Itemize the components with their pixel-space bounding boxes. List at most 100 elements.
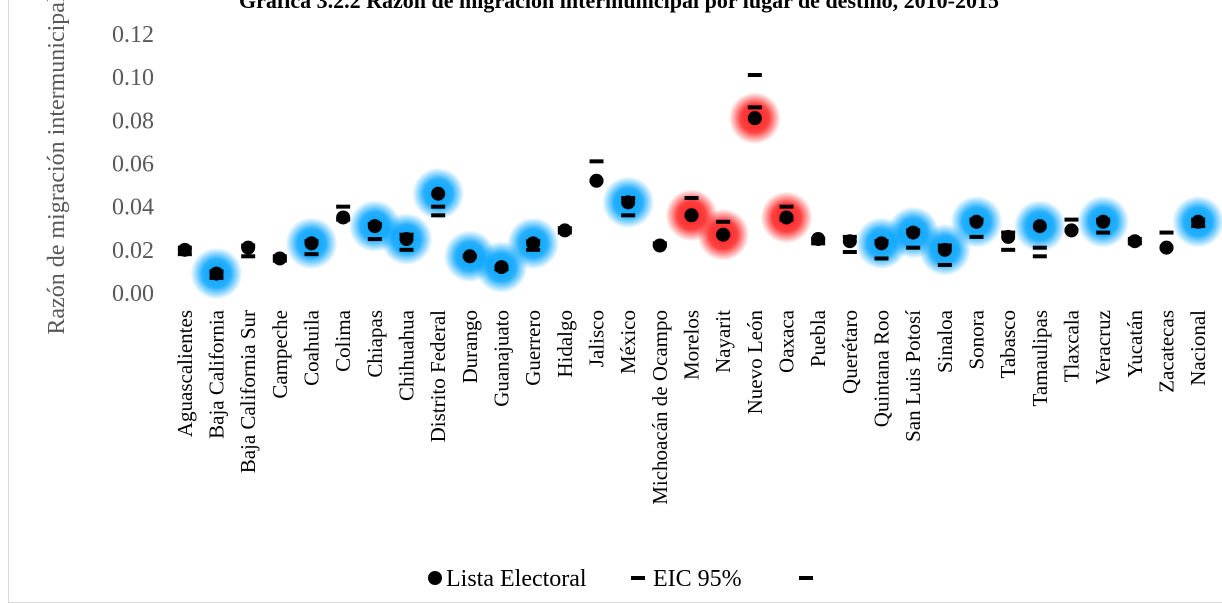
point-tamaulipas: [1032, 219, 1047, 234]
y-tick-label: 0.02: [112, 238, 154, 264]
legend-marker-lista-electoral: [428, 571, 442, 585]
point-sonora: [969, 214, 984, 229]
eic-lower-dash-tabasco: [1001, 247, 1016, 252]
x-tick-label-nuevo-leon: Nuevo León: [743, 310, 767, 415]
x-tick-label-queretaro: Querétaro: [838, 310, 862, 394]
point-nacional: [1191, 214, 1206, 229]
x-tick-label-tlaxcala: Tlaxcala: [1060, 309, 1084, 382]
x-tick-label-guerrero: Guerrero: [521, 310, 545, 386]
point-jalisco: [589, 173, 604, 188]
x-tick-label-sonora: Sonora: [965, 309, 989, 369]
y-axis-ticks: 0.00 0.02 0.04 0.06 0.08 0.10 0.12: [112, 22, 154, 307]
x-tick-label-puebla: Puebla: [806, 309, 830, 367]
point-nayarit: [716, 227, 731, 242]
y-tick-label: 0.04: [112, 195, 154, 221]
x-tick-label-baja-california: Baja California: [205, 309, 229, 439]
y-tick-label: 0.12: [112, 22, 154, 48]
eic-upper-dash-tlaxcala: [1064, 217, 1079, 222]
y-axis-label: Razón de migración intermunicipal: [44, 0, 70, 335]
point-baja-california-sur: [241, 240, 256, 255]
x-tick-label-aguascalientes: Aguascalientes: [173, 310, 197, 437]
point-chihuahua: [399, 232, 414, 247]
point-san-luis-potosi: [906, 225, 921, 240]
point-tabasco: [1001, 229, 1016, 244]
eic-lower-dash-distrito-federal: [431, 213, 446, 218]
eic-lower-dash-quintana-roo: [874, 256, 889, 261]
point-morelos: [684, 208, 699, 223]
point-guanajuato: [494, 260, 509, 275]
x-tick-label-michoacan-de-ocampo: Michoacán de Ocampo: [648, 310, 672, 505]
eic-upper-dash-nayarit: [716, 219, 731, 224]
eic-upper-dash-nuevo-leon: [747, 73, 762, 78]
eic-upper-dash-tamaulipas: [1032, 245, 1047, 250]
eic-lower-dash-sonora: [969, 234, 984, 239]
y-tick-label: 0.10: [112, 65, 154, 91]
eic-lower-dash-coahuila: [304, 252, 319, 257]
x-tick-label-yucatan: Yucatán: [1123, 310, 1147, 378]
x-tick-label-campeche: Campeche: [268, 310, 292, 399]
x-tick-label-distrito-federal: Distrito Federal: [426, 310, 450, 443]
point-queretaro: [842, 234, 857, 249]
point-puebla: [811, 232, 826, 247]
legend: Lista Electoral EIC 95%: [428, 566, 813, 592]
legend-label-lista-electoral: Lista Electoral: [446, 566, 587, 592]
highlight-glows: [190, 92, 1222, 300]
eic-lower-dash-san-luis-potosi: [906, 245, 921, 250]
point-guerrero: [526, 236, 541, 251]
x-tick-label-zacatecas: Zacatecas: [1155, 310, 1179, 393]
x-tick-label-hidalgo: Hidalgo: [553, 310, 577, 378]
x-tick-label-chihuahua: Chihuahua: [395, 309, 419, 401]
x-axis-labels: Aguascalientes Baja California Baja Califo…: [173, 309, 1210, 504]
chart: Gráfica 3.2.2 Razón de migración intermu…: [44, 0, 1222, 592]
x-tick-label-guanajuato: Guanajuato: [490, 310, 514, 407]
x-tick-label-baja-california-sur: Baja California Sur: [236, 310, 260, 473]
legend-marker-eic-95: [631, 576, 645, 580]
point-veracruz: [1096, 214, 1111, 229]
eic-lower-dash-tamaulipas: [1032, 254, 1047, 259]
point-yucatan: [1127, 234, 1142, 249]
eic-upper-dash-oaxaca: [779, 204, 794, 209]
y-tick-label: 0.00: [112, 281, 154, 307]
point-nuevo-leon: [747, 111, 762, 126]
point-oaxaca: [779, 210, 794, 225]
eic-lower-dash-baja-california-sur: [241, 254, 256, 259]
legend-marker-eic-lower: [799, 576, 813, 580]
point-michoacan-de-ocampo: [652, 238, 667, 253]
point-sinaloa: [937, 242, 952, 257]
x-tick-label-jalisco: Jalisco: [585, 310, 609, 367]
x-tick-label-oaxaca: Oaxaca: [775, 309, 799, 373]
point-mexico: [621, 195, 636, 210]
chart-frame: Gráfica 3.2.2 Razón de migración intermu…: [8, 0, 1222, 603]
x-tick-label-veracruz: Veracruz: [1091, 310, 1115, 385]
point-durango: [462, 249, 477, 264]
point-distrito-federal: [431, 186, 446, 201]
x-tick-label-san-luis-potosi: San Luis Potosí: [901, 310, 925, 442]
eic-lower-dash-mexico: [621, 213, 636, 218]
eic-upper-dash-morelos: [684, 196, 699, 201]
x-tick-label-tabasco: Tabasco: [996, 310, 1020, 379]
x-tick-label-tamaulipas: Tamaulipas: [1028, 310, 1052, 407]
point-campeche: [272, 251, 287, 266]
lista-electoral-points: [177, 111, 1206, 281]
x-tick-label-mexico: México: [616, 310, 640, 374]
eic-upper-dash-distrito-federal: [431, 204, 446, 209]
point-coahuila: [304, 236, 319, 251]
eic-upper-dash-colima: [336, 204, 351, 209]
legend-label-eic-95: EIC 95%: [653, 566, 742, 592]
point-tlaxcala: [1064, 223, 1079, 238]
eic-lower-dash-sinaloa: [937, 262, 952, 267]
point-hidalgo: [557, 223, 572, 238]
point-quintana-roo: [874, 236, 889, 251]
eic-upper-dash-jalisco: [589, 159, 604, 164]
y-tick-label: 0.08: [112, 108, 154, 134]
point-colima: [336, 210, 351, 225]
x-tick-label-coahuila: Coahuila: [300, 309, 324, 385]
x-tick-label-colima: Colima: [331, 309, 355, 372]
x-tick-label-quintana-roo: Quintana Roo: [870, 310, 894, 427]
eic-upper-dash-zacatecas: [1159, 230, 1174, 235]
x-tick-label-chiapas: Chiapas: [363, 310, 387, 378]
x-tick-label-nayarit: Nayarit: [711, 310, 735, 373]
point-baja-california: [209, 266, 224, 281]
chart-title: Gráfica 3.2.2 Razón de migración intermu…: [239, 0, 999, 13]
eic-lower-dash-veracruz: [1096, 230, 1111, 235]
